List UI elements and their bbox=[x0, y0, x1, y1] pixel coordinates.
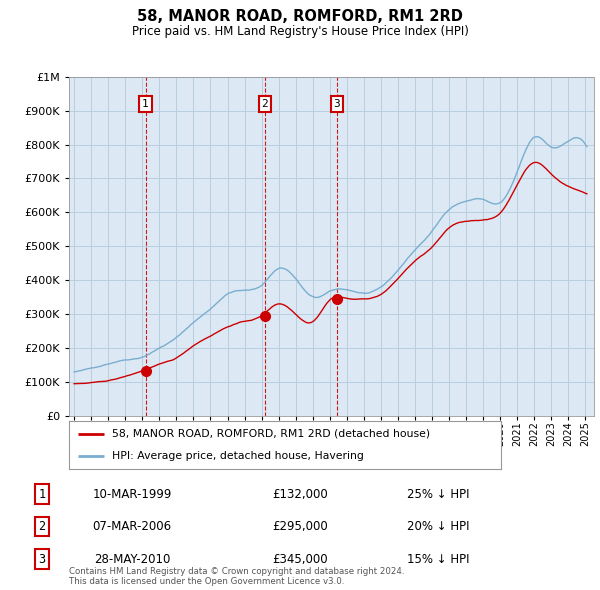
Text: HPI: Average price, detached house, Havering: HPI: Average price, detached house, Have… bbox=[112, 451, 364, 461]
Text: 15% ↓ HPI: 15% ↓ HPI bbox=[407, 552, 469, 566]
Text: Price paid vs. HM Land Registry's House Price Index (HPI): Price paid vs. HM Land Registry's House … bbox=[131, 25, 469, 38]
Text: £345,000: £345,000 bbox=[272, 552, 328, 566]
Text: 10-MAR-1999: 10-MAR-1999 bbox=[92, 487, 172, 501]
Text: 1: 1 bbox=[38, 487, 46, 501]
Text: Contains HM Land Registry data © Crown copyright and database right 2024.: Contains HM Land Registry data © Crown c… bbox=[69, 567, 404, 576]
Text: 20% ↓ HPI: 20% ↓ HPI bbox=[407, 520, 469, 533]
Text: 58, MANOR ROAD, ROMFORD, RM1 2RD (detached house): 58, MANOR ROAD, ROMFORD, RM1 2RD (detach… bbox=[112, 429, 430, 439]
Text: 1: 1 bbox=[142, 99, 149, 109]
Text: 07-MAR-2006: 07-MAR-2006 bbox=[92, 520, 172, 533]
Text: This data is licensed under the Open Government Licence v3.0.: This data is licensed under the Open Gov… bbox=[69, 578, 344, 586]
Text: £295,000: £295,000 bbox=[272, 520, 328, 533]
Text: 2: 2 bbox=[38, 520, 46, 533]
Text: 28-MAY-2010: 28-MAY-2010 bbox=[94, 552, 170, 566]
Text: 3: 3 bbox=[334, 99, 340, 109]
Text: 58, MANOR ROAD, ROMFORD, RM1 2RD: 58, MANOR ROAD, ROMFORD, RM1 2RD bbox=[137, 9, 463, 24]
Text: 2: 2 bbox=[262, 99, 268, 109]
Text: 3: 3 bbox=[38, 552, 46, 566]
Text: 25% ↓ HPI: 25% ↓ HPI bbox=[407, 487, 469, 501]
Text: £132,000: £132,000 bbox=[272, 487, 328, 501]
